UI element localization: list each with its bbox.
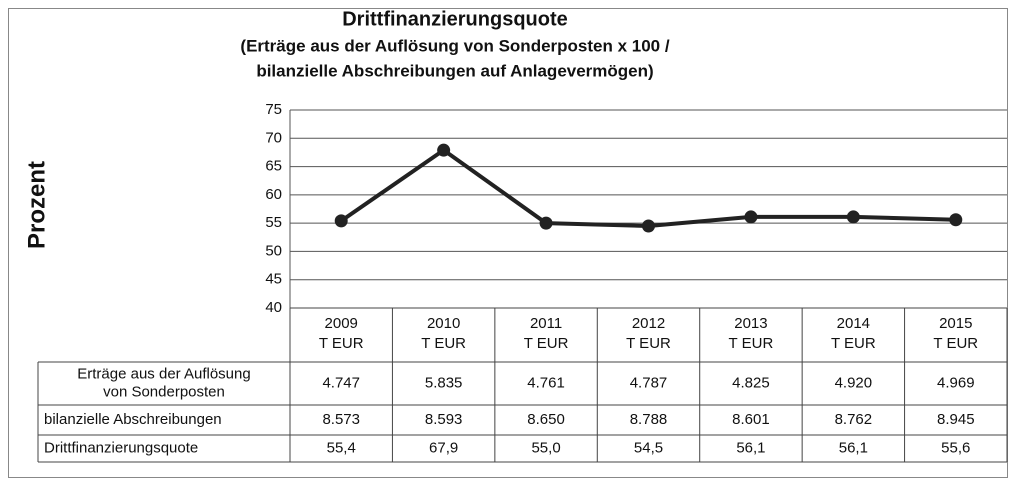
x-tick-label: 2013 (734, 315, 767, 332)
x-tick-unit: T EUR (626, 335, 671, 352)
x-tick-label: 2011 (530, 315, 562, 332)
y-tick-label: 55 (265, 214, 282, 231)
row-label: bilanzielle Abschreibungen (44, 411, 222, 428)
x-tick-label: 2010 (427, 315, 460, 332)
table-cell: 5.835 (425, 374, 463, 391)
table-cell: 4.761 (527, 374, 565, 391)
table-cell: 8.601 (732, 411, 770, 428)
x-tick-label: 2012 (632, 315, 665, 332)
x-tick-label: 2015 (939, 315, 972, 332)
x-tick-unit: T EUR (831, 335, 876, 352)
y-tick-label: 45 (265, 271, 282, 288)
table-cell: 8.573 (322, 411, 360, 428)
table-cell: 67,9 (429, 439, 458, 456)
point (949, 213, 963, 227)
x-tick-unit: T EUR (319, 335, 364, 352)
table-cell: 56,1 (839, 439, 868, 456)
chart-title: Drittfinanzierungsquote (342, 8, 568, 30)
y-tick-label: 65 (265, 158, 282, 175)
x-tick-unit: T EUR (729, 335, 774, 352)
table-cell: 4.787 (630, 374, 668, 391)
table-cell: 8.945 (937, 411, 975, 428)
table-cell: 8.788 (630, 411, 668, 428)
table-cell: 54,5 (634, 439, 663, 456)
x-tick-unit: T EUR (524, 335, 569, 352)
x-tick-label: 2009 (325, 315, 358, 332)
row-label: Erträge aus der Auflösung von Sonderposte… (77, 365, 250, 400)
y-tick-label: 75 (265, 101, 282, 118)
table-cell: 56,1 (736, 439, 765, 456)
y-axis-label: Prozent (23, 161, 50, 249)
y-tick-label: 60 (265, 186, 282, 203)
point (744, 210, 758, 224)
point (642, 219, 655, 233)
frame (8, 8, 1008, 478)
chart-subtitle: (Erträge aus der Auflösung von Sonderpos… (240, 36, 669, 55)
table-cell: 55,4 (327, 439, 356, 456)
table-cell: 55,6 (941, 439, 970, 456)
table-cell: 4.920 (835, 374, 873, 391)
point (437, 143, 451, 157)
point (539, 216, 553, 230)
y-tick-label: 70 (265, 129, 282, 146)
table-cell: 55,0 (531, 439, 560, 456)
y-tick-label: 40 (265, 299, 282, 316)
point (334, 214, 348, 228)
table-cell: 4.747 (322, 374, 360, 391)
table-cell: 4.969 (937, 374, 975, 391)
table-cell: 8.593 (425, 411, 463, 428)
x-tick-label: 2014 (837, 315, 870, 332)
y-tick-label: 50 (265, 242, 282, 259)
x-tick-unit: T EUR (933, 335, 978, 352)
table-cell: 4.825 (732, 374, 770, 391)
point (846, 210, 860, 224)
table-cell: 8.650 (527, 411, 565, 428)
series-name: Drittfinanzierungsquote (44, 439, 198, 456)
chart-subtitle: bilanzielle Abschreibungen auf Anlagever… (256, 61, 653, 80)
table-cell: 8.762 (835, 411, 873, 428)
x-tick-unit: T EUR (421, 335, 466, 352)
